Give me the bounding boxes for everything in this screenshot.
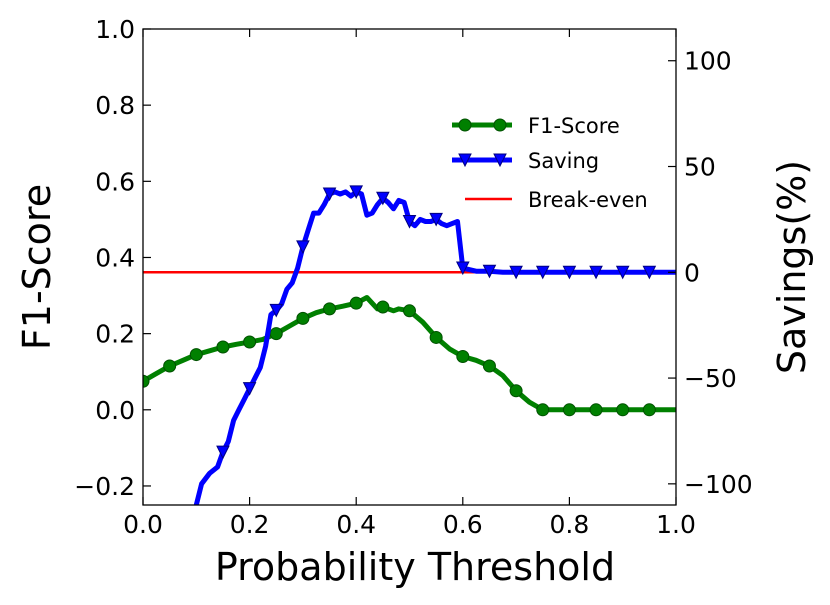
saving-point [296,240,310,255]
f1-score-point [403,304,416,318]
saving-point [455,261,470,276]
saving-point [242,382,257,396]
y-tick-label: 0.0 [95,396,135,425]
f1-score-point [163,359,177,373]
f1-score-point [482,359,496,373]
saving-point [589,265,603,280]
plot-frame [142,28,677,506]
f1-score-point [429,330,443,344]
y-tick-label: 1.0 [95,15,135,44]
f1-score-point [216,340,230,354]
y-axis-label: F1-Score [15,184,59,350]
y-tick-label: −0.2 [74,472,135,501]
legend-f1-label: F1-Score [528,114,620,138]
f1-score-point [616,403,630,417]
saving-point [269,303,284,318]
saving-point [322,187,337,202]
legend: F1-Score Saving Break-even [452,114,648,212]
x-tick-label: 0.8 [550,510,590,539]
x-axis-label: Probability Threshold [215,545,615,589]
y2-axis-label: Savings(%) [770,160,814,374]
f1-score-point [143,374,150,388]
y-tick-label: 0.4 [95,243,135,272]
f1-score-point [642,403,656,417]
y2-tick-label: 100 [684,47,732,76]
legend-saving-marker [458,153,472,168]
legend-breakeven-label: Break-even [528,188,648,212]
f1-score-point [456,349,470,363]
f1-score-point [376,300,390,314]
saving-point [642,265,657,280]
saving-point [376,191,390,206]
legend-saving-label: Saving [528,149,599,173]
y-tick-label: 0.6 [95,167,135,196]
f1-score-point [323,302,337,316]
saving-point [216,445,230,460]
f1-score-point [189,348,203,362]
saving-point [562,265,577,280]
f1-score-point [536,403,550,417]
x-tick-label: 0.4 [336,510,376,539]
saving-point [349,185,364,200]
f1-score-point [243,335,257,349]
f1-score-point [296,311,310,325]
y-tick-label: 0.2 [95,320,135,349]
f1-score-point [509,384,523,398]
saving-point [615,265,630,280]
x-tick-label: 0.2 [230,510,270,539]
legend-saving-marker [493,153,507,168]
y2-tick-label: −100 [684,470,753,499]
x-tick-label: 0.6 [443,510,483,539]
saving-point [509,265,523,280]
saving-point [402,215,417,229]
legend-f1-marker [493,118,507,132]
f1-score-point [589,403,603,417]
saving-point [535,265,550,280]
y2-tick-label: −50 [684,364,737,393]
saving-line [193,189,676,505]
saving-point [429,212,443,227]
x-tick-label: 1.0 [656,510,696,539]
x-tick-label: 0.0 [123,510,163,539]
y2-tick-label: 50 [684,153,716,182]
f1-score-point [269,327,283,341]
saving-point [482,264,497,279]
y-tick-label: 0.8 [95,91,135,120]
f1-score-point [349,296,363,310]
y2-tick-label: 0 [684,258,700,287]
legend-f1-marker [458,118,472,132]
f1-score-point [562,403,576,417]
